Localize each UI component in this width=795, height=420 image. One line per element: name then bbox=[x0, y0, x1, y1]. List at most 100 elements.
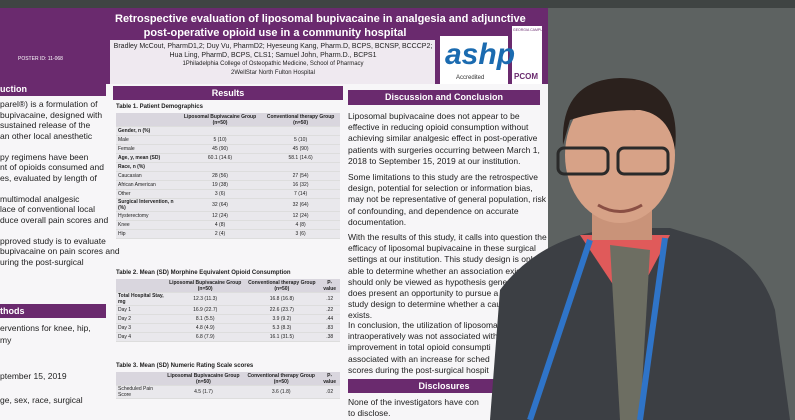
table-cell: .12 bbox=[319, 292, 340, 306]
table-cell: Day 2 bbox=[116, 314, 167, 324]
body-line: lace of conventional local bbox=[0, 204, 95, 214]
body-line: able to determine whether an association… bbox=[348, 265, 548, 276]
body-line: exists. bbox=[348, 310, 373, 321]
author-line: 2WellStar North Fulton Hospital bbox=[231, 70, 315, 76]
table-cell: 5 (10) bbox=[178, 135, 262, 145]
table-row: Day 1 16.9 (22.7) 22.6 (23.7) .22 bbox=[116, 305, 340, 315]
table-cell: 5.3 (8.3) bbox=[244, 323, 320, 333]
table-cell: Hip bbox=[116, 229, 179, 239]
logo-text: PCOM bbox=[514, 72, 538, 81]
body-line: settings at our institution. This study … bbox=[348, 254, 537, 265]
table-cell: Conventional therapy Group (n=50) bbox=[243, 372, 320, 386]
table-cell: 3 (6) bbox=[261, 229, 340, 239]
table-cell: .38 bbox=[319, 332, 340, 342]
table-row: Day 4 6.8 (7.9) 16.1 (31.5) .38 bbox=[116, 332, 340, 342]
body-line: None of the investigators have con bbox=[348, 397, 479, 407]
body-line: With the results of this study, it calls… bbox=[348, 232, 547, 242]
table-cell: Race, n (%) bbox=[116, 162, 179, 172]
table-cell: Conventional therapy Group (n=50) bbox=[244, 279, 320, 293]
table-row: Female 45 (90) 45 (90) bbox=[116, 144, 340, 154]
body-line: py regimens have been bbox=[0, 151, 89, 162]
table-cell: 8.1 (5.5) bbox=[166, 314, 245, 324]
table-cell: 45 (90) bbox=[261, 144, 340, 154]
table-cell: Male bbox=[116, 135, 179, 145]
poster-id: POSTER ID: 11-068 bbox=[18, 56, 63, 62]
body-line: bupivacaine on pain scores and bbox=[0, 246, 120, 256]
table-cell: 22.6 (23.7) bbox=[244, 305, 320, 315]
table-cell: Gender, n (%) bbox=[116, 126, 179, 136]
body-line: documentation. bbox=[348, 216, 407, 227]
body-line: duce overall pain scores and bbox=[0, 214, 109, 225]
table-row: Other 3 (6) 7 (14) bbox=[116, 189, 340, 199]
table-header: Liposomal Bupivacaine Group (n=50) Conven… bbox=[116, 113, 340, 127]
table-cell: Conventional therapy Group (n=50) bbox=[261, 113, 340, 127]
table-cell: Day 1 bbox=[116, 305, 167, 315]
table-row: Age, y, mean (SD) 60.1 (14.6) 58.1 (14.6) bbox=[116, 153, 340, 163]
table-cell: 16.8 (16.8) bbox=[244, 292, 320, 306]
table-cell bbox=[116, 279, 167, 293]
table-cell: .02 bbox=[319, 385, 340, 399]
body-line: ptember 15, 2019 bbox=[0, 371, 67, 381]
ashp-logo bbox=[440, 36, 508, 84]
table-cell bbox=[116, 113, 179, 127]
body-line: sustained release of the bbox=[0, 120, 91, 130]
table-row: Total Hospital Stay, mg 12.3 (11.3) 16.8 (… bbox=[116, 292, 340, 306]
table-cell: 6.8 (7.9) bbox=[166, 332, 245, 342]
author-line: 1Philadelphia College of Osteopathic Med… bbox=[182, 61, 364, 67]
data-table: Liposomal Bupivacaine Group (n=50) Conven… bbox=[116, 372, 340, 399]
table-row: Day 2 8.1 (5.5) 3.9 (9.2) .44 bbox=[116, 314, 340, 324]
table-cell: Day 4 bbox=[116, 332, 167, 342]
table-cell: P-value bbox=[319, 279, 340, 293]
table-cell: 27 (54) bbox=[261, 171, 340, 181]
table-row: Hip 2 (4) 3 (6) bbox=[116, 229, 340, 239]
table-row: Caucasian 28 (56) 27 (54) bbox=[116, 171, 340, 181]
body-line: design, potential for selection or infor… bbox=[348, 183, 533, 194]
body-line: does present an opportunity to pursue a … bbox=[348, 288, 545, 298]
body-line: should only be viewed as hypothesis gene… bbox=[348, 276, 538, 287]
table-cell: 2 (4) bbox=[178, 229, 262, 239]
table-cell: 3 (6) bbox=[178, 189, 262, 199]
body-line: Some limitations to this study are the r… bbox=[348, 172, 538, 182]
table-cell: Liposomal Bupivacaine Group (n=50) bbox=[178, 113, 262, 127]
table-cell: 3.6 (1.8) bbox=[243, 385, 320, 399]
pcom-logo bbox=[512, 26, 542, 84]
table-cell: Hysterectomy bbox=[116, 211, 179, 221]
table-cell: Liposomal Bupivacaine Group (n=50) bbox=[166, 279, 245, 293]
table-cell bbox=[178, 162, 262, 172]
table-header: Liposomal Bupivacaine Group (n=50) Conven… bbox=[116, 372, 340, 386]
body-line: bupivacaine, designed with bbox=[0, 109, 103, 120]
table-row: Scheduled Pain Score 4.5 (1.7) 3.6 (1.8) .0… bbox=[116, 385, 340, 399]
table-cell: 32 (64) bbox=[261, 198, 340, 212]
table-cell: 4.5 (1.7) bbox=[163, 385, 244, 399]
table-row: Gender, n (%) bbox=[116, 126, 340, 136]
table-cell: 58.1 (14.6) bbox=[261, 153, 340, 163]
body-line: In conclusion, the utilization of liposo… bbox=[348, 320, 500, 330]
data-table: Liposomal Bupivacaine Group (n=50) Conven… bbox=[116, 113, 340, 239]
body-line: of confounding, and dependence on accura… bbox=[348, 205, 519, 216]
body-line: pproved study is to evaluate bbox=[0, 235, 106, 246]
table-row: Hysterectomy 12 (24) 12 (24) bbox=[116, 211, 340, 221]
author-line: Bradley McCout, PharmD1,2; Duy Vu, Pharm… bbox=[113, 43, 433, 50]
body-line: associated with an increase for sched bbox=[348, 353, 490, 364]
body-line: effective in reducing opioid consumption… bbox=[348, 122, 529, 133]
table-row: African American 19 (38) 16 (32) bbox=[116, 180, 340, 190]
author-line: Hua Ling, PharmD, BCPS, CLS1; Samuel Joh… bbox=[169, 52, 377, 59]
table-cell: Surgical Intervention, n (%) bbox=[116, 198, 179, 212]
body-line: nt of opioids consumed and bbox=[0, 162, 104, 172]
body-line: to disclose. bbox=[348, 408, 391, 418]
section-heading: Disclosures bbox=[348, 379, 540, 393]
table-cell: 4.8 (4.9) bbox=[166, 323, 245, 333]
table-cell: 19 (38) bbox=[178, 180, 262, 190]
table-title: Table 2. Mean (SD) Morphine Equivalent O… bbox=[116, 270, 291, 276]
logo-text: GEORGIA CAMPUS bbox=[513, 28, 546, 32]
table-cell: .22 bbox=[319, 305, 340, 315]
table-cell: Other bbox=[116, 189, 179, 199]
body-line: erventions for knee, hip, bbox=[0, 323, 91, 333]
table-cell: 5 (10) bbox=[261, 135, 340, 145]
body-line: study design to determine whether a caus… bbox=[348, 299, 524, 310]
table-title: Table 1. Patient Demographics bbox=[116, 104, 203, 110]
table-title: Table 3. Mean (SD) Numeric Rating Scale … bbox=[116, 363, 254, 369]
body-line: an other local anesthetic bbox=[0, 130, 93, 141]
table-cell: 7 (14) bbox=[261, 189, 340, 199]
table-cell: Knee bbox=[116, 220, 179, 230]
